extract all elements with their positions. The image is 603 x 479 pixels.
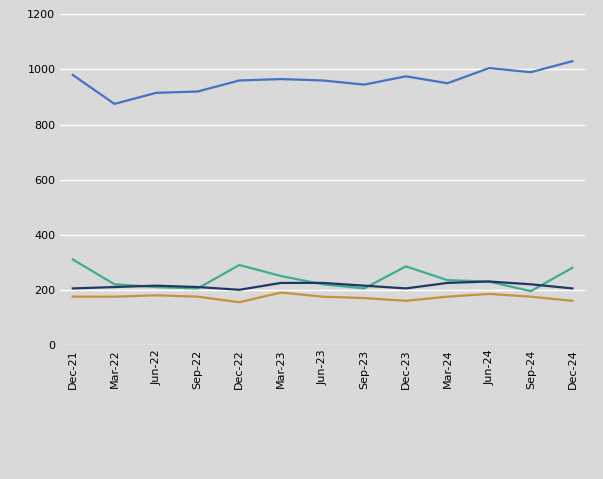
Chiropractic [444,294,451,299]
Legend: Dental, Optical, Physiotherapy, Chiropractic: Dental, Optical, Physiotherapy, Chiropra… [140,477,505,479]
Chiropractic [402,298,409,304]
Dental [236,78,243,83]
Optical [319,282,326,287]
Chiropractic [153,292,160,298]
Dental [485,65,493,71]
Chiropractic [569,298,576,304]
Chiropractic [277,290,285,296]
Optical [69,257,77,262]
Optical [111,282,118,287]
Line: Chiropractic: Chiropractic [73,293,572,302]
Physiotherapy [194,284,201,290]
Chiropractic [111,294,118,299]
Chiropractic [319,294,326,299]
Physiotherapy [69,285,77,291]
Chiropractic [485,291,493,297]
Physiotherapy [277,280,285,286]
Optical [402,263,409,269]
Physiotherapy [153,283,160,288]
Dental [194,89,201,94]
Physiotherapy [111,284,118,290]
Chiropractic [236,299,243,305]
Dental [277,76,285,82]
Physiotherapy [527,282,534,287]
Optical [236,262,243,268]
Dental [319,78,326,83]
Dental [444,80,451,86]
Optical [444,277,451,283]
Dental [153,90,160,96]
Physiotherapy [569,285,576,291]
Dental [569,58,576,64]
Line: Physiotherapy: Physiotherapy [73,282,572,290]
Optical [277,273,285,279]
Optical [527,288,534,294]
Line: Dental: Dental [73,61,572,104]
Line: Optical: Optical [73,260,572,291]
Optical [569,265,576,271]
Optical [153,284,160,290]
Physiotherapy [361,283,368,288]
Dental [361,82,368,88]
Optical [194,285,201,291]
Chiropractic [361,295,368,301]
Dental [527,69,534,75]
Physiotherapy [485,279,493,285]
Optical [485,279,493,285]
Chiropractic [527,294,534,299]
Physiotherapy [319,280,326,286]
Dental [402,73,409,79]
Chiropractic [69,294,77,299]
Physiotherapy [402,285,409,291]
Physiotherapy [236,287,243,293]
Chiropractic [194,294,201,299]
Optical [361,285,368,291]
Physiotherapy [444,280,451,286]
Dental [69,72,77,78]
Dental [111,101,118,107]
